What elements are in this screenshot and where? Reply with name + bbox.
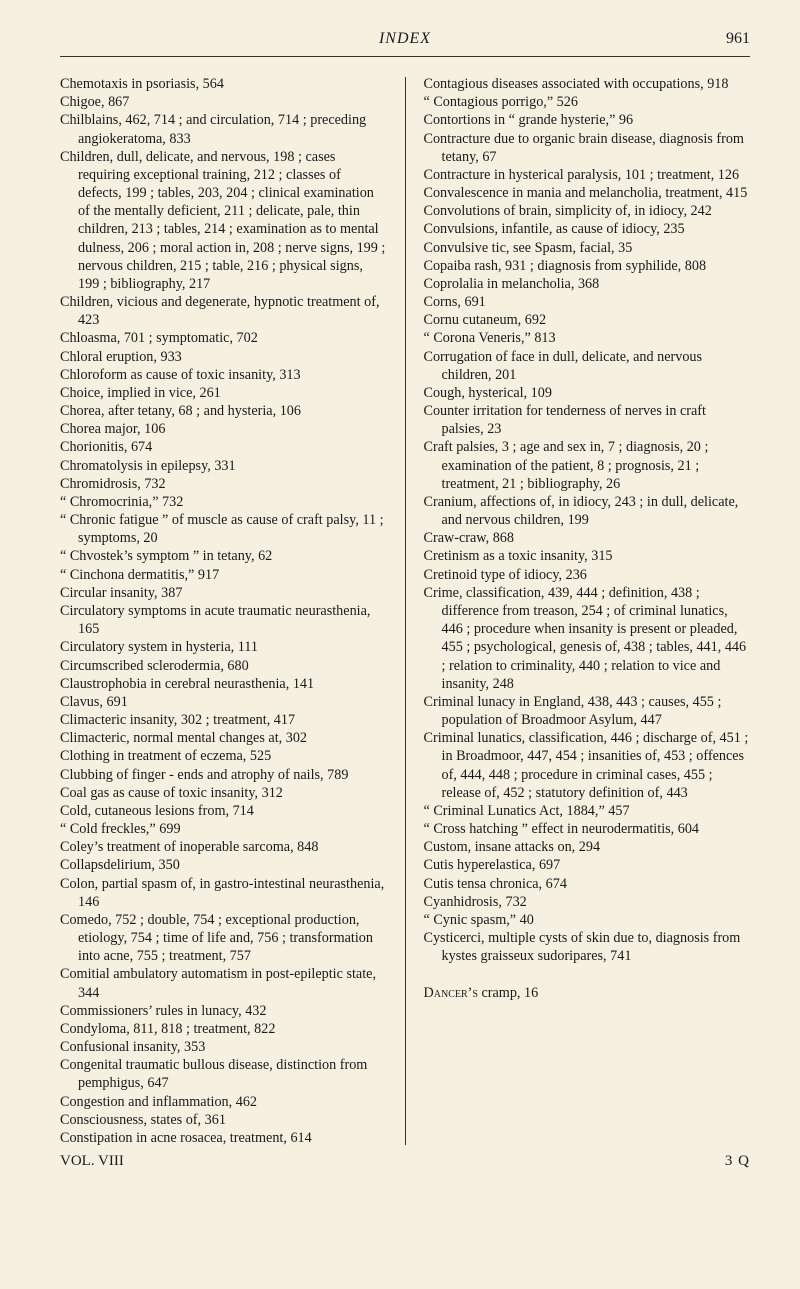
index-entry: Cranium, affections of, in idiocy, 243 ;… bbox=[424, 493, 751, 529]
index-entry: Convulsive tic, see Spasm, facial, 35 bbox=[424, 239, 751, 257]
index-entry: Colon, partial spasm of, in gastro-intes… bbox=[60, 875, 387, 911]
index-columns: Chemotaxis in psoriasis, 564Chigoe, 867C… bbox=[60, 75, 750, 1147]
header-rule bbox=[60, 56, 750, 57]
index-entry: Clothing in treatment of eczema, 525 bbox=[60, 747, 387, 765]
index-entry: Chigoe, 867 bbox=[60, 93, 387, 111]
index-entry: Collapsdelirium, 350 bbox=[60, 856, 387, 874]
index-entry: Contagious diseases associated with occu… bbox=[424, 75, 751, 93]
index-entry: Comedo, 752 ; double, 754 ; exceptional … bbox=[60, 911, 387, 966]
index-entry: Clavus, 691 bbox=[60, 693, 387, 711]
index-entry: Cutis tensa chronica, 674 bbox=[424, 875, 751, 893]
index-entry: Dancer’s cramp, 16 bbox=[424, 984, 751, 1002]
index-entry: Criminal lunatics, classification, 446 ;… bbox=[424, 729, 751, 802]
index-entry: Circular insanity, 387 bbox=[60, 584, 387, 602]
index-entry: “ Criminal Lunatics Act, 1884,” 457 bbox=[424, 802, 751, 820]
index-entry: Corns, 691 bbox=[424, 293, 751, 311]
index-entry: “ Cynic spasm,” 40 bbox=[424, 911, 751, 929]
footer-volume: VOL. VIII bbox=[60, 1153, 124, 1170]
index-entry: Condyloma, 811, 818 ; treatment, 822 bbox=[60, 1020, 387, 1038]
index-entry: Coal gas as cause of toxic insanity, 312 bbox=[60, 784, 387, 802]
index-entry: Chloral eruption, 933 bbox=[60, 348, 387, 366]
page-number: 961 bbox=[726, 30, 750, 48]
index-entry: Cornu cutaneum, 692 bbox=[424, 311, 751, 329]
index-entry: “ Corona Veneris,” 813 bbox=[424, 329, 751, 347]
index-entry: Cough, hysterical, 109 bbox=[424, 384, 751, 402]
index-entry: Contracture in hysterical paralysis, 101… bbox=[424, 166, 751, 184]
index-entry: “ Cold freckles,” 699 bbox=[60, 820, 387, 838]
index-entry: “ Cross hatching ” effect in neurodermat… bbox=[424, 820, 751, 838]
index-entry: “ Chromocrinia,” 732 bbox=[60, 493, 387, 511]
index-entry: Cold, cutaneous lesions from, 714 bbox=[60, 802, 387, 820]
column-divider bbox=[405, 77, 406, 1145]
index-entry: Circulatory system in hysteria, 111 bbox=[60, 638, 387, 656]
index-entry: Coprolalia in melancholia, 368 bbox=[424, 275, 751, 293]
index-entry: Copaiba rash, 931 ; diagnosis from syphi… bbox=[424, 257, 751, 275]
header-title: INDEX bbox=[379, 30, 431, 48]
index-entry: Craw-craw, 868 bbox=[424, 529, 751, 547]
index-entry: Children, dull, delicate, and nervous, 1… bbox=[60, 148, 387, 293]
index-column-right: Contagious diseases associated with occu… bbox=[424, 75, 751, 1147]
index-entry: Circulatory symptoms in acute traumatic … bbox=[60, 602, 387, 638]
index-entry: Comitial ambulatory automatism in post-e… bbox=[60, 965, 387, 1001]
index-entry: Craft palsies, 3 ; age and sex in, 7 ; d… bbox=[424, 438, 751, 493]
index-entry: Cysticerci, multiple cysts of skin due t… bbox=[424, 929, 751, 965]
index-entry: Climacteric, normal mental changes at, 3… bbox=[60, 729, 387, 747]
index-entry: Chromidrosis, 732 bbox=[60, 475, 387, 493]
index-entry: Counter irritation for tenderness of ner… bbox=[424, 402, 751, 438]
index-entry: “ Contagious porrigo,” 526 bbox=[424, 93, 751, 111]
index-entry: Chorea, after tetany, 68 ; and hysteria,… bbox=[60, 402, 387, 420]
index-entry: Contracture due to organic brain disease… bbox=[424, 130, 751, 166]
index-entry: Chemotaxis in psoriasis, 564 bbox=[60, 75, 387, 93]
index-entry: “ Chronic fatigue ” of muscle as cause o… bbox=[60, 511, 387, 547]
index-entry: Cyanhidrosis, 732 bbox=[424, 893, 751, 911]
index-entry: Cretinism as a toxic insanity, 315 bbox=[424, 547, 751, 565]
footer-signature: 3 Q bbox=[725, 1153, 750, 1170]
index-entry: Cretinoid type of idiocy, 236 bbox=[424, 566, 751, 584]
index-entry: Commissioners’ rules in lunacy, 432 bbox=[60, 1002, 387, 1020]
index-entry: Criminal lunacy in England, 438, 443 ; c… bbox=[424, 693, 751, 729]
index-entry: Children, vicious and degenerate, hypnot… bbox=[60, 293, 387, 329]
index-entry: Chorionitis, 674 bbox=[60, 438, 387, 456]
index-entry: Chloasma, 701 ; symptomatic, 702 bbox=[60, 329, 387, 347]
index-entry: Cutis hyperelastica, 697 bbox=[424, 856, 751, 874]
index-entry: “ Chvostek’s symptom ” in tetany, 62 bbox=[60, 547, 387, 565]
index-entry: Coley’s treatment of inoperable sarcoma,… bbox=[60, 838, 387, 856]
index-entry: Climacteric insanity, 302 ; treatment, 4… bbox=[60, 711, 387, 729]
index-entry: Congenital traumatic bullous disease, di… bbox=[60, 1056, 387, 1092]
index-entry: Clubbing of finger - ends and atrophy of… bbox=[60, 766, 387, 784]
index-entry: Choice, implied in vice, 261 bbox=[60, 384, 387, 402]
index-entry: Claustrophobia in cerebral neurasthenia,… bbox=[60, 675, 387, 693]
index-entry: Consciousness, states of, 361 bbox=[60, 1111, 387, 1129]
index-entry: Crime, classification, 439, 444 ; defini… bbox=[424, 584, 751, 693]
index-entry: Chromatolysis in epilepsy, 331 bbox=[60, 457, 387, 475]
index-entry: Convolutions of brain, simplicity of, in… bbox=[424, 202, 751, 220]
index-entry: “ Cinchona dermatitis,” 917 bbox=[60, 566, 387, 584]
index-entry: Convalescence in mania and melancholia, … bbox=[424, 184, 751, 202]
index-entry: Circumscribed sclerodermia, 680 bbox=[60, 657, 387, 675]
index-entry: Confusional insanity, 353 bbox=[60, 1038, 387, 1056]
page-header: INDEX 961 bbox=[60, 30, 750, 48]
index-entry: Convulsions, infantile, as cause of idio… bbox=[424, 220, 751, 238]
index-entry: Chloroform as cause of toxic insanity, 3… bbox=[60, 366, 387, 384]
index-entry bbox=[424, 965, 751, 983]
index-entry: Custom, insane attacks on, 294 bbox=[424, 838, 751, 856]
page: INDEX 961 Chemotaxis in psoriasis, 564Ch… bbox=[0, 0, 800, 1210]
index-entry: Chorea major, 106 bbox=[60, 420, 387, 438]
page-footer: VOL. VIII 3 Q bbox=[60, 1153, 750, 1170]
index-column-left: Chemotaxis in psoriasis, 564Chigoe, 867C… bbox=[60, 75, 387, 1147]
index-entry: Contortions in “ grande hysterie,” 96 bbox=[424, 111, 751, 129]
index-entry: Chilblains, 462, 714 ; and circulation, … bbox=[60, 111, 387, 147]
index-entry: Corrugation of face in dull, delicate, a… bbox=[424, 348, 751, 384]
index-entry: Constipation in acne rosacea, treatment,… bbox=[60, 1129, 387, 1147]
index-entry: Congestion and inflammation, 462 bbox=[60, 1093, 387, 1111]
